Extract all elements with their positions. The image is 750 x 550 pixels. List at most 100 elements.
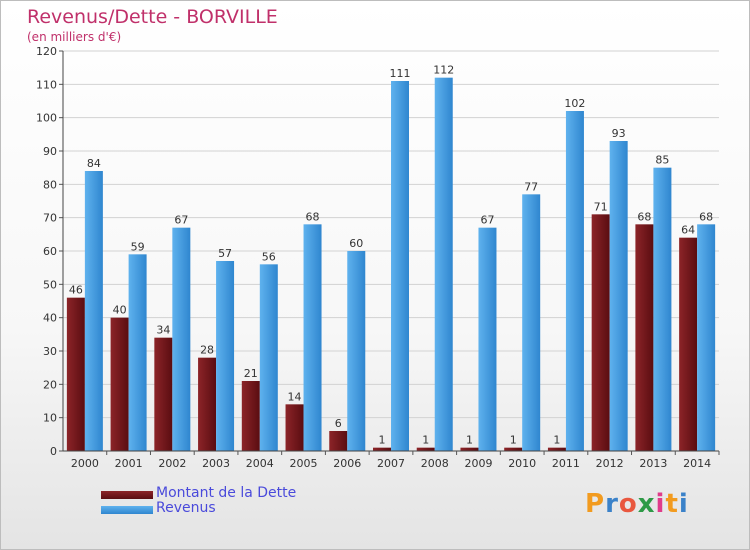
data-label-revenus-2002: 67 xyxy=(174,214,188,227)
x-tick-label: 2012 xyxy=(596,457,624,470)
bar-revenus-2010 xyxy=(522,194,541,452)
x-tick-label: 2007 xyxy=(377,457,405,470)
x-tick-label: 2011 xyxy=(552,457,580,470)
y-tick-label: 80 xyxy=(43,178,57,191)
bar-revenus-2004 xyxy=(259,264,278,451)
bar-dette-2012 xyxy=(591,214,610,451)
data-label-revenus-2012: 93 xyxy=(612,127,626,140)
bar-revenus-2011 xyxy=(565,111,584,451)
data-label-revenus-2005: 68 xyxy=(306,210,320,223)
y-tick-label: 70 xyxy=(43,212,57,225)
bar-dette-2011 xyxy=(547,447,566,451)
x-tick-label: 2013 xyxy=(639,457,667,470)
logo-letter: P xyxy=(585,489,606,519)
bar-dette-2013 xyxy=(635,224,654,451)
data-label-revenus-2003: 57 xyxy=(218,247,232,260)
data-label-dette-2011: 1 xyxy=(553,434,560,447)
bar-revenus-2005 xyxy=(303,224,322,451)
legend-swatch-revenus xyxy=(101,506,153,514)
data-label-dette-2008: 1 xyxy=(422,434,429,447)
bar-revenus-2012 xyxy=(609,141,628,451)
legend-label-dette: Montant de la Dette xyxy=(156,485,297,501)
bar-dette-2004 xyxy=(241,381,260,451)
data-label-dette-2012: 71 xyxy=(594,200,608,213)
bar-revenus-2003 xyxy=(216,261,235,451)
y-tick-label: 30 xyxy=(43,345,57,358)
logo-letter: r xyxy=(605,489,619,519)
logo-letter: x xyxy=(637,489,656,519)
y-tick-label: 60 xyxy=(43,245,57,258)
bar-dette-2001 xyxy=(110,317,129,451)
bar-revenus-2007 xyxy=(391,81,409,451)
bar-dette-2008 xyxy=(416,447,435,451)
data-label-revenus-2014: 68 xyxy=(699,210,713,223)
y-tick-label: 110 xyxy=(36,78,57,91)
bar-dette-2014 xyxy=(679,237,698,451)
y-tick-label: 120 xyxy=(36,45,57,58)
data-label-dette-2010: 1 xyxy=(510,434,517,447)
data-label-dette-2003: 28 xyxy=(200,344,214,357)
data-label-revenus-2010: 77 xyxy=(524,180,538,193)
bar-revenus-2001 xyxy=(128,254,147,451)
proxiti-logo: Proxiti xyxy=(585,489,689,519)
data-label-dette-2014: 64 xyxy=(681,224,695,237)
bar-dette-2010 xyxy=(504,447,523,451)
legend-swatch-dette xyxy=(101,491,153,499)
x-tick-label: 2005 xyxy=(290,457,318,470)
data-label-revenus-2013: 85 xyxy=(655,154,669,167)
data-label-dette-2004: 21 xyxy=(244,367,258,380)
y-tick-label: 50 xyxy=(43,278,57,291)
legend-label-revenus: Revenus xyxy=(156,500,216,516)
data-label-dette-2013: 68 xyxy=(637,210,651,223)
logo-letter: t xyxy=(665,489,679,519)
x-tick-label: 2014 xyxy=(683,457,711,470)
data-label-dette-2006: 6 xyxy=(335,417,342,430)
data-label-revenus-2011: 102 xyxy=(564,97,585,110)
bar-revenus-2006 xyxy=(347,251,366,451)
x-tick-label: 2003 xyxy=(202,457,230,470)
logo-letter: i xyxy=(655,489,666,519)
bar-dette-2007 xyxy=(373,447,391,451)
y-tick-label: 0 xyxy=(50,445,57,458)
bar-revenus-2014 xyxy=(697,224,716,451)
bar-dette-2006 xyxy=(329,431,348,451)
bar-dette-2002 xyxy=(154,337,173,451)
bar-revenus-2013 xyxy=(653,167,672,451)
bar-dette-2009 xyxy=(460,447,479,451)
x-tick-label: 2010 xyxy=(508,457,536,470)
y-tick-label: 40 xyxy=(43,312,57,325)
data-label-revenus-2001: 59 xyxy=(131,240,145,253)
data-label-dette-2009: 1 xyxy=(466,434,473,447)
data-label-revenus-2004: 56 xyxy=(262,250,276,263)
chart-subtitle: (en milliers d'€) xyxy=(27,30,122,44)
data-label-revenus-2008: 112 xyxy=(433,64,454,77)
chart-title: Revenus/Dette - BORVILLE xyxy=(27,6,278,28)
bar-revenus-2002 xyxy=(172,227,191,451)
data-label-revenus-2009: 67 xyxy=(480,214,494,227)
x-tick-label: 2008 xyxy=(421,457,449,470)
data-label-dette-2002: 34 xyxy=(156,324,170,337)
y-tick-label: 10 xyxy=(43,412,57,425)
logo-letter: i xyxy=(678,489,689,519)
x-tick-label: 2004 xyxy=(246,457,274,470)
x-tick-label: 2001 xyxy=(115,457,143,470)
y-tick-label: 90 xyxy=(43,145,57,158)
data-label-revenus-2007: 111 xyxy=(390,67,411,80)
y-tick-label: 100 xyxy=(36,112,57,125)
data-label-dette-2001: 40 xyxy=(113,304,127,317)
bar-dette-2003 xyxy=(198,357,217,451)
bar-dette-2005 xyxy=(285,404,304,451)
bar-revenus-2009 xyxy=(478,227,497,451)
data-label-dette-2000: 46 xyxy=(69,284,83,297)
bar-dette-2000 xyxy=(66,297,85,451)
x-tick-label: 2002 xyxy=(158,457,186,470)
logo-letter: o xyxy=(618,489,638,519)
data-label-revenus-2006: 60 xyxy=(349,237,363,250)
data-label-dette-2007: 1 xyxy=(379,434,386,447)
data-label-revenus-2000: 84 xyxy=(87,157,101,170)
x-tick-label: 2006 xyxy=(333,457,361,470)
bar-revenus-2000 xyxy=(84,171,103,451)
x-tick-label: 2009 xyxy=(464,457,492,470)
